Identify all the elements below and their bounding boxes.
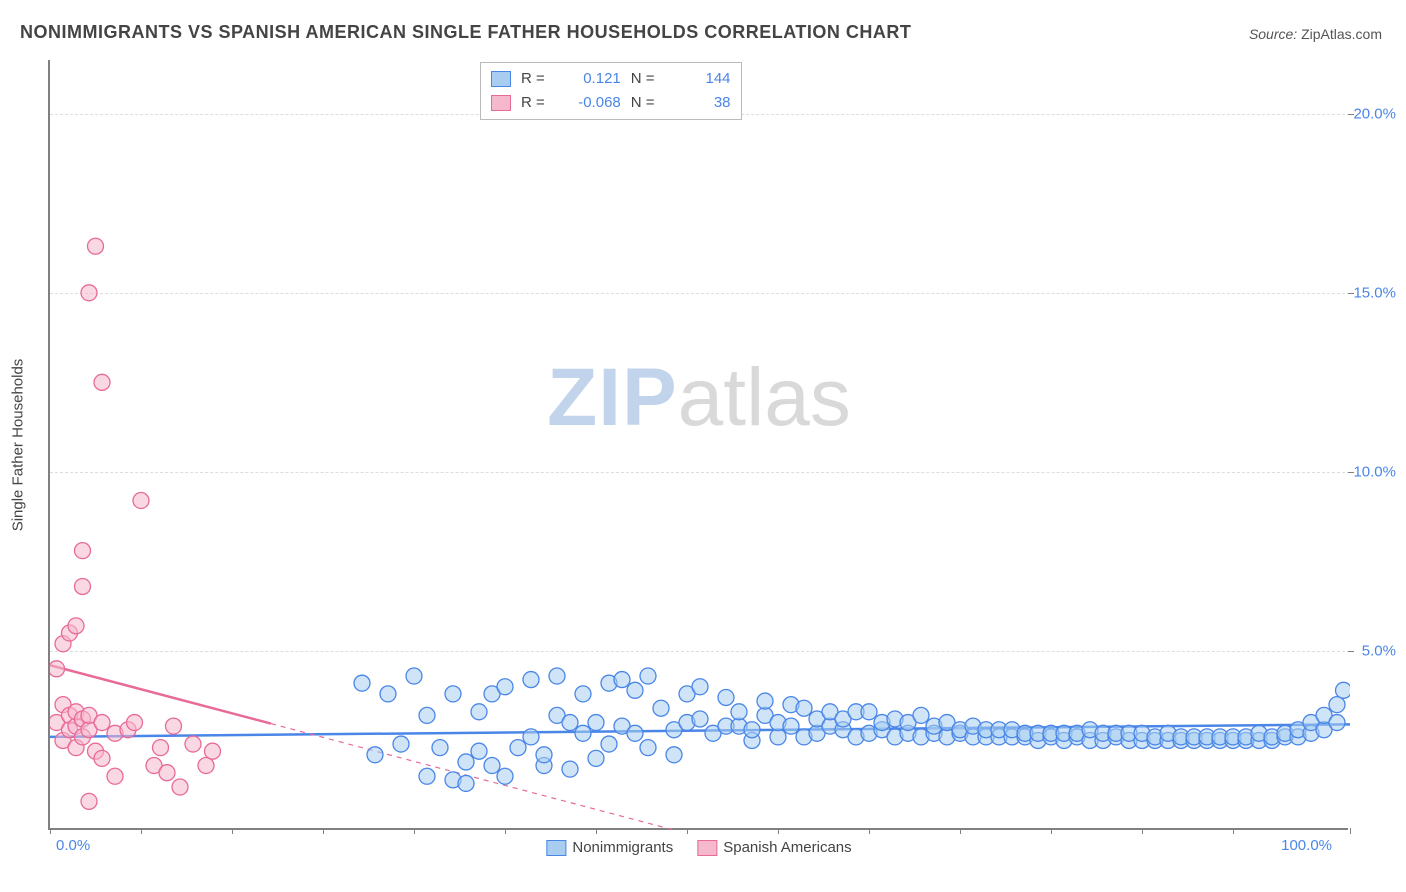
source-attribution: Source: ZipAtlas.com	[1249, 26, 1382, 42]
x-axis-max-label: 100.0%	[1281, 837, 1332, 854]
y-axis-label: Single Father Households	[10, 359, 27, 532]
y-tick-label: 10.0%	[1336, 463, 1396, 480]
stats-r-value-0: 0.121	[551, 67, 621, 91]
plot-area: ZIPatlas 5.0%10.0%15.0%20.0% R = 0.121 N…	[48, 60, 1348, 830]
y-tick-label: 15.0%	[1336, 284, 1396, 301]
y-tick-label: 20.0%	[1336, 105, 1396, 122]
stats-swatch-0	[491, 71, 511, 87]
source-value: ZipAtlas.com	[1301, 26, 1382, 42]
y-tick-label: 5.0%	[1336, 642, 1396, 659]
stats-n-value-0: 144	[661, 67, 731, 91]
source-label: Source:	[1249, 26, 1297, 42]
legend-swatch-1	[697, 840, 717, 856]
watermark-atlas: atlas	[678, 352, 851, 443]
watermark-logo: ZIPatlas	[547, 351, 851, 445]
legend-item-1: Spanish Americans	[697, 839, 851, 856]
stats-row-0: R = 0.121 N = 144	[491, 67, 731, 91]
stats-n-value-1: 38	[661, 91, 731, 115]
stats-r-label-0: R =	[521, 67, 545, 91]
scatter-points-svg	[50, 60, 1350, 830]
trend-lines-svg	[50, 60, 1350, 830]
stats-box: R = 0.121 N = 144 R = -0.068 N = 38	[480, 62, 742, 120]
chart-title: NONIMMIGRANTS VS SPANISH AMERICAN SINGLE…	[20, 22, 911, 43]
legend-label-1: Spanish Americans	[723, 839, 851, 856]
stats-n-label-1: N =	[631, 91, 655, 115]
chart-container: Single Father Households ZIPatlas 5.0%10…	[48, 60, 1386, 830]
stats-row-1: R = -0.068 N = 38	[491, 91, 731, 115]
legend-bottom: Nonimmigrants Spanish Americans	[546, 839, 851, 856]
x-axis-min-label: 0.0%	[56, 837, 90, 854]
stats-n-label-0: N =	[631, 67, 655, 91]
legend-item-0: Nonimmigrants	[546, 839, 673, 856]
watermark-zip: ZIP	[547, 352, 678, 443]
stats-swatch-1	[491, 95, 511, 111]
legend-label-0: Nonimmigrants	[572, 839, 673, 856]
legend-swatch-0	[546, 840, 566, 856]
stats-r-value-1: -0.068	[551, 91, 621, 115]
stats-r-label-1: R =	[521, 91, 545, 115]
